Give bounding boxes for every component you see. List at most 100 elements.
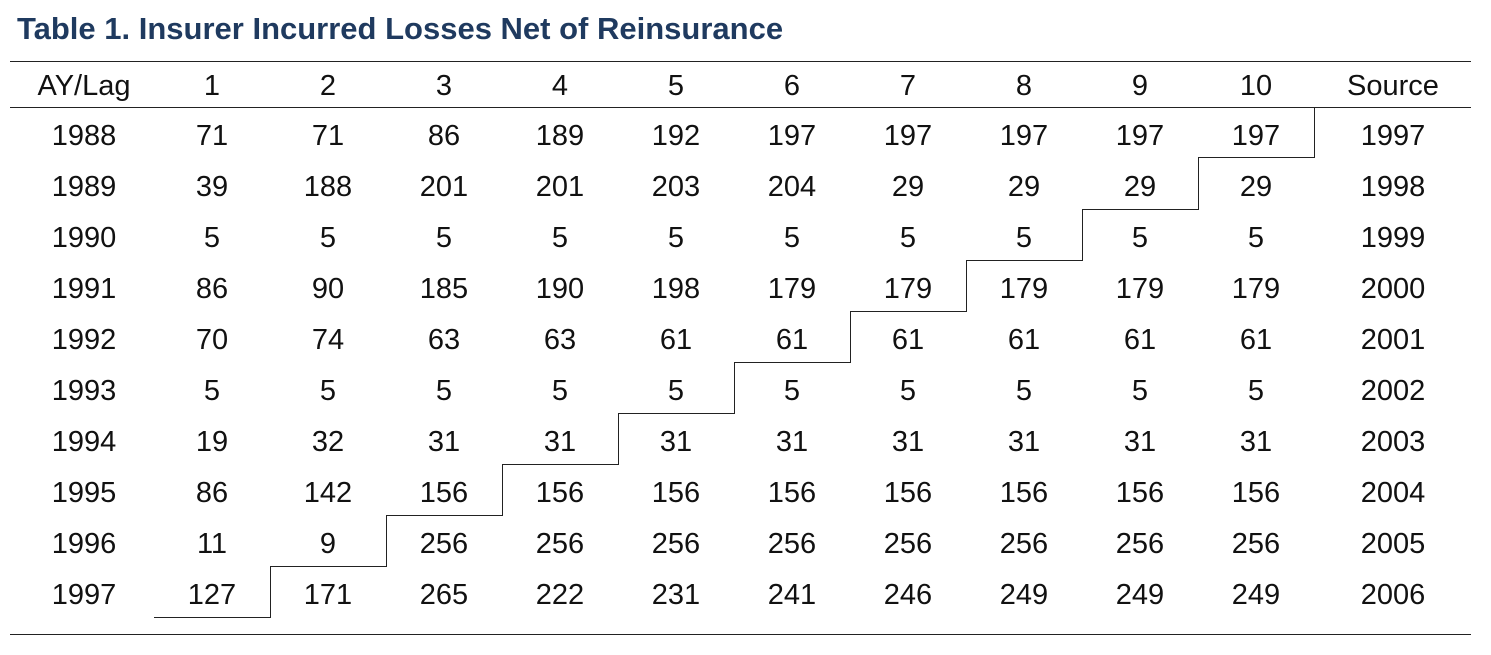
table-cell: 32 — [311, 426, 345, 458]
table-cell: 197 — [1231, 120, 1281, 152]
table-cell: 31 — [543, 426, 577, 458]
table-row: 1989 39 188 201 201 203 204 29 29 29 29 1998 — [0, 163, 1491, 211]
table-cell: 63 — [427, 324, 461, 356]
table-cell: 256 — [419, 528, 469, 560]
table-cell: 256 — [1231, 528, 1281, 560]
accident-year-cell: 1989 — [51, 171, 117, 203]
header-lag-1: 1 — [203, 70, 221, 102]
table-cell: 249 — [1115, 579, 1165, 611]
table-cell: 71 — [311, 120, 345, 152]
table-cell: 31 — [891, 426, 925, 458]
table-cell: 179 — [883, 273, 933, 305]
table-cell: 5 — [203, 222, 221, 254]
table-cell: 188 — [303, 171, 353, 203]
header-lag-5: 5 — [667, 70, 685, 102]
table-cell: 256 — [999, 528, 1049, 560]
table-cell: 156 — [535, 477, 585, 509]
table-cell: 156 — [767, 477, 817, 509]
table-cell: 31 — [659, 426, 693, 458]
header-lag-9: 9 — [1131, 70, 1149, 102]
staircase-step — [386, 515, 502, 516]
table-cell: 61 — [1239, 324, 1273, 356]
table-cell: 249 — [999, 579, 1049, 611]
table-cell: 61 — [1123, 324, 1157, 356]
table-cell: 201 — [535, 171, 585, 203]
header-source: Source — [1347, 70, 1439, 102]
table-row: 1990 5 5 5 5 5 5 5 5 5 5 1999 — [0, 214, 1491, 262]
table-cell: 198 — [651, 273, 701, 305]
table-cell: 179 — [1231, 273, 1281, 305]
table-cell: 256 — [767, 528, 817, 560]
table-cell: 192 — [651, 120, 701, 152]
table-cell: 9 — [319, 528, 337, 560]
table-cell: 5 — [551, 375, 569, 407]
table-cell: 5 — [899, 222, 917, 254]
table-cell: 204 — [767, 171, 817, 203]
staircase-step — [1198, 157, 1314, 158]
staircase-step — [1082, 209, 1198, 210]
table-cell: 256 — [883, 528, 933, 560]
table-cell: 5 — [667, 375, 685, 407]
table-row: 1992 70 74 63 63 61 61 61 61 61 61 2001 — [0, 316, 1491, 364]
table-cell: 86 — [195, 477, 229, 509]
table-cell: 86 — [427, 120, 461, 152]
table-cell: 179 — [767, 273, 817, 305]
header-rule — [10, 107, 1471, 108]
staircase-step — [502, 464, 618, 465]
table-cell: 29 — [1239, 171, 1273, 203]
staircase-step — [154, 617, 270, 618]
table-cell: 39 — [195, 171, 229, 203]
table-cell: 156 — [419, 477, 469, 509]
source-year-cell: 2001 — [1360, 324, 1426, 356]
table-cell: 29 — [1123, 171, 1157, 203]
table-cell: 5 — [783, 375, 801, 407]
table-row: 1994 19 32 31 31 31 31 31 31 31 31 2003 — [0, 418, 1491, 466]
staircase-step — [850, 311, 966, 312]
table-cell: 5 — [1131, 222, 1149, 254]
source-year-cell: 2006 — [1360, 579, 1426, 611]
table-cell: 5 — [319, 375, 337, 407]
accident-year-cell: 1994 — [51, 426, 117, 458]
table-cell: 256 — [1115, 528, 1165, 560]
table-header-row: AY/Lag 1 2 3 4 5 6 7 8 9 10 Source — [0, 62, 1491, 110]
header-lag-4: 4 — [551, 70, 569, 102]
table-cell: 127 — [187, 579, 237, 611]
table-cell: 203 — [651, 171, 701, 203]
table-cell: 31 — [775, 426, 809, 458]
table-row: 1988 71 71 86 189 192 197 197 197 197 197 1997 — [0, 112, 1491, 160]
table-cell: 197 — [883, 120, 933, 152]
accident-year-cell: 1993 — [51, 375, 117, 407]
header-lag-7: 7 — [899, 70, 917, 102]
table-row: 1997 127 171 265 222 231 241 246 249 249 249 2006 — [0, 571, 1491, 619]
table-cell: 86 — [195, 273, 229, 305]
accident-year-cell: 1995 — [51, 477, 117, 509]
table-cell: 5 — [435, 375, 453, 407]
header-ay-lag: AY/Lag — [37, 70, 131, 102]
table-cell: 156 — [1231, 477, 1281, 509]
table-cell: 5 — [899, 375, 917, 407]
table-cell: 256 — [651, 528, 701, 560]
table-cell: 11 — [196, 528, 228, 560]
top-rule — [10, 61, 1471, 62]
table-cell: 185 — [419, 273, 469, 305]
table-cell: 179 — [999, 273, 1049, 305]
table-cell: 189 — [535, 120, 585, 152]
table-cell: 265 — [419, 579, 469, 611]
source-year-cell: 2002 — [1360, 375, 1426, 407]
header-lag-2: 2 — [319, 70, 337, 102]
table-title: Table 1. Insurer Incurred Losses Net of … — [17, 11, 784, 46]
table-cell: 63 — [543, 324, 577, 356]
table-row: 1991 86 90 185 190 198 179 179 179 179 179 2000 — [0, 265, 1491, 313]
staircase-riser — [1314, 108, 1315, 158]
table-cell: 197 — [767, 120, 817, 152]
table-row: 1995 86 142 156 156 156 156 156 156 156 156 2004 — [0, 469, 1491, 517]
staircase-riser — [618, 413, 619, 465]
table-cell: 5 — [783, 222, 801, 254]
table-cell: 201 — [419, 171, 469, 203]
table-cell: 61 — [659, 324, 693, 356]
table-cell: 29 — [1007, 171, 1041, 203]
staircase-riser — [966, 260, 967, 312]
accident-year-cell: 1997 — [51, 579, 117, 611]
table-cell: 5 — [435, 222, 453, 254]
accident-year-cell: 1992 — [51, 324, 117, 356]
